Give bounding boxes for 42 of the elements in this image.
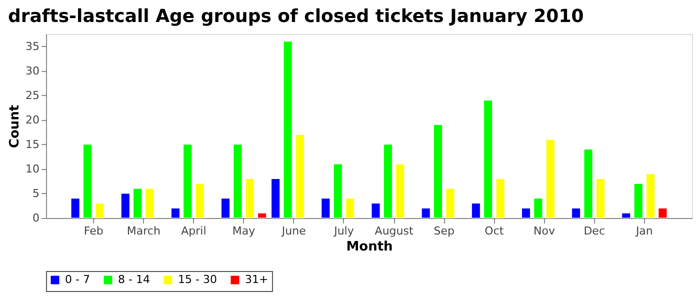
bar: [95, 203, 104, 218]
bar: [471, 203, 480, 218]
x-tick-label: Sep: [434, 224, 454, 238]
x-tick-label: April: [181, 224, 206, 238]
bar: [346, 198, 355, 218]
y-tick-label: 0: [32, 212, 40, 224]
y-tick-label: 20: [26, 113, 40, 126]
bar: [534, 198, 543, 218]
bar: [170, 208, 180, 218]
bar: [572, 208, 581, 218]
y-axis-title: Count: [8, 104, 23, 148]
legend-label: 31+: [245, 273, 268, 286]
y-tick-label: 25: [26, 88, 40, 102]
x-tick-label: May: [232, 224, 256, 238]
bar: [521, 208, 531, 218]
x-tick-label: Feb: [84, 224, 104, 238]
bar: [70, 198, 80, 218]
x-tick-label: July: [333, 224, 354, 238]
y-tick-label: 35: [26, 40, 40, 53]
legend-label: 0 - 7: [65, 273, 90, 286]
x-tick-label: June: [280, 224, 306, 238]
chart-title: drafts-lastcall Age groups of closed tickets January 2010: [8, 6, 584, 27]
bar: [658, 208, 668, 218]
bar: [421, 208, 430, 218]
bar: [321, 198, 330, 218]
legend-label: 8 - 14: [118, 273, 150, 286]
x-tick-label: Jan: [634, 224, 653, 238]
x-tick-label: Oct: [484, 224, 504, 238]
y-tick-label: 15: [26, 138, 40, 151]
x-axis-title: Month: [346, 240, 393, 254]
x-tick-label: Dec: [584, 224, 605, 238]
bar: [221, 198, 230, 218]
y-tick-label: 10: [26, 162, 40, 176]
y-tick-label: 30: [26, 64, 40, 78]
x-tick-label: August: [374, 224, 414, 238]
x-tick-label: Nov: [534, 224, 556, 238]
bar: [622, 212, 631, 218]
bar: [371, 203, 380, 218]
x-tick-label: March: [126, 224, 160, 238]
bar: [258, 212, 267, 218]
y-tick-label: 5: [32, 186, 40, 200]
legend-label: 15 - 30: [178, 273, 217, 286]
